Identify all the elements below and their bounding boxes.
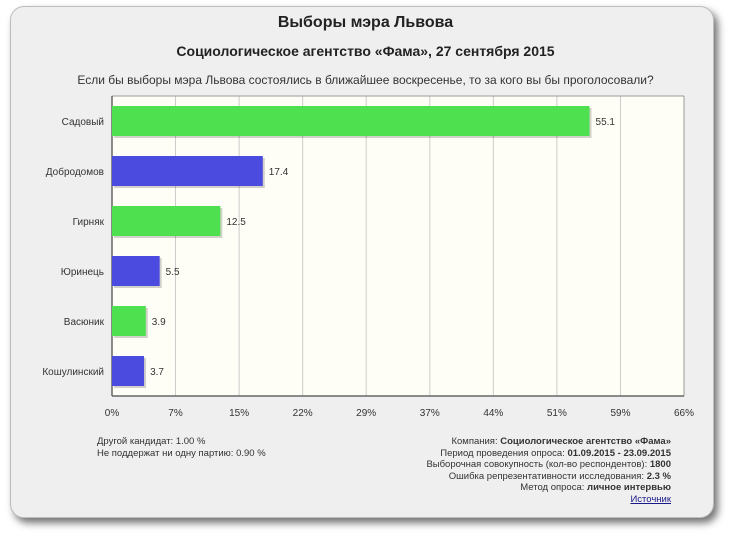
method-value: личное интервью <box>587 482 671 493</box>
method-line: Метод опроса: личное интервью <box>426 482 671 494</box>
data-label: 5.5 <box>166 267 180 278</box>
sample-label: Выборочная совокупность (кол-во респонде… <box>426 459 648 470</box>
x-tick-label: 7% <box>168 408 183 419</box>
category-label: Васюник <box>64 317 105 328</box>
data-label: 3.9 <box>152 317 166 328</box>
data-label: 55.1 <box>596 117 616 128</box>
bar <box>112 356 145 386</box>
no-party-note: Не поддержат ни одну партию: 0.90 % <box>97 448 266 459</box>
category-label: Гирняк <box>73 217 105 228</box>
data-label: 3.7 <box>150 367 164 378</box>
x-tick-label: 51% <box>547 408 567 419</box>
survey-details: Компания: Социологическое агентство «Фам… <box>426 436 671 505</box>
data-label: 17.4 <box>269 167 289 178</box>
error-line: Ошибка репрезентативности исследования: … <box>426 471 671 483</box>
x-tick-label: 37% <box>420 408 440 419</box>
chart-subtitle: Социологическое агентство «Фама», 27 сен… <box>176 43 555 59</box>
method-label: Метод опроса: <box>520 482 585 493</box>
source-line: Источник <box>426 494 671 506</box>
x-tick-label: 15% <box>229 408 249 419</box>
bar <box>112 306 146 336</box>
notes-left: Другой кандидат: 1.00 % Не поддержат ни … <box>97 436 266 460</box>
error-label: Ошибка репрезентативности исследования: <box>448 470 645 482</box>
bar <box>112 256 160 286</box>
x-tick-label: 22% <box>293 408 313 419</box>
category-label: Добродомов <box>46 166 104 178</box>
source-link[interactable]: Источник <box>630 493 671 505</box>
sample-line: Выборочная совокупность (кол-во респонде… <box>426 459 671 471</box>
error-value: 2.3 % <box>646 470 671 482</box>
chart-title: Выборы мэра Львова <box>277 14 454 31</box>
survey-question: Если бы выборы мэра Львова состоялись в … <box>77 73 654 87</box>
bar <box>112 106 590 136</box>
plot-background <box>112 96 684 396</box>
x-tick-label: 0% <box>105 408 120 419</box>
period-label: Период проведения опроса: <box>440 447 565 459</box>
x-tick-label: 44% <box>483 408 503 419</box>
x-tick-label: 59% <box>610 408 630 419</box>
category-label: Кошулинский <box>42 367 104 378</box>
bar <box>112 206 221 236</box>
plot-area: 0% 7% 15% 22% 29% 37% 44% 51% 59% 66% 55.1 Садовый 1… <box>42 95 694 419</box>
period-value: 01.09.2015 - 23.09.2015 <box>567 447 671 459</box>
bar <box>112 156 263 186</box>
company-label: Компания: <box>451 436 498 447</box>
x-tick-label: 66% <box>674 408 694 419</box>
period-line: Период проведения опроса: 01.09.2015 - 2… <box>426 448 671 460</box>
other-candidate-note: Другой кандидат: 1.00 % <box>97 436 206 447</box>
category-label: Садовый <box>62 117 104 128</box>
x-tick-label: 29% <box>356 408 376 419</box>
category-label: Юринець <box>61 267 104 278</box>
company-line: Компания: Социологическое агентство «Фам… <box>426 436 671 448</box>
sample-value: 1800 <box>649 459 671 470</box>
data-label: 12.5 <box>226 217 246 228</box>
company-value: Социологическое агентство «Фама» <box>500 436 671 447</box>
